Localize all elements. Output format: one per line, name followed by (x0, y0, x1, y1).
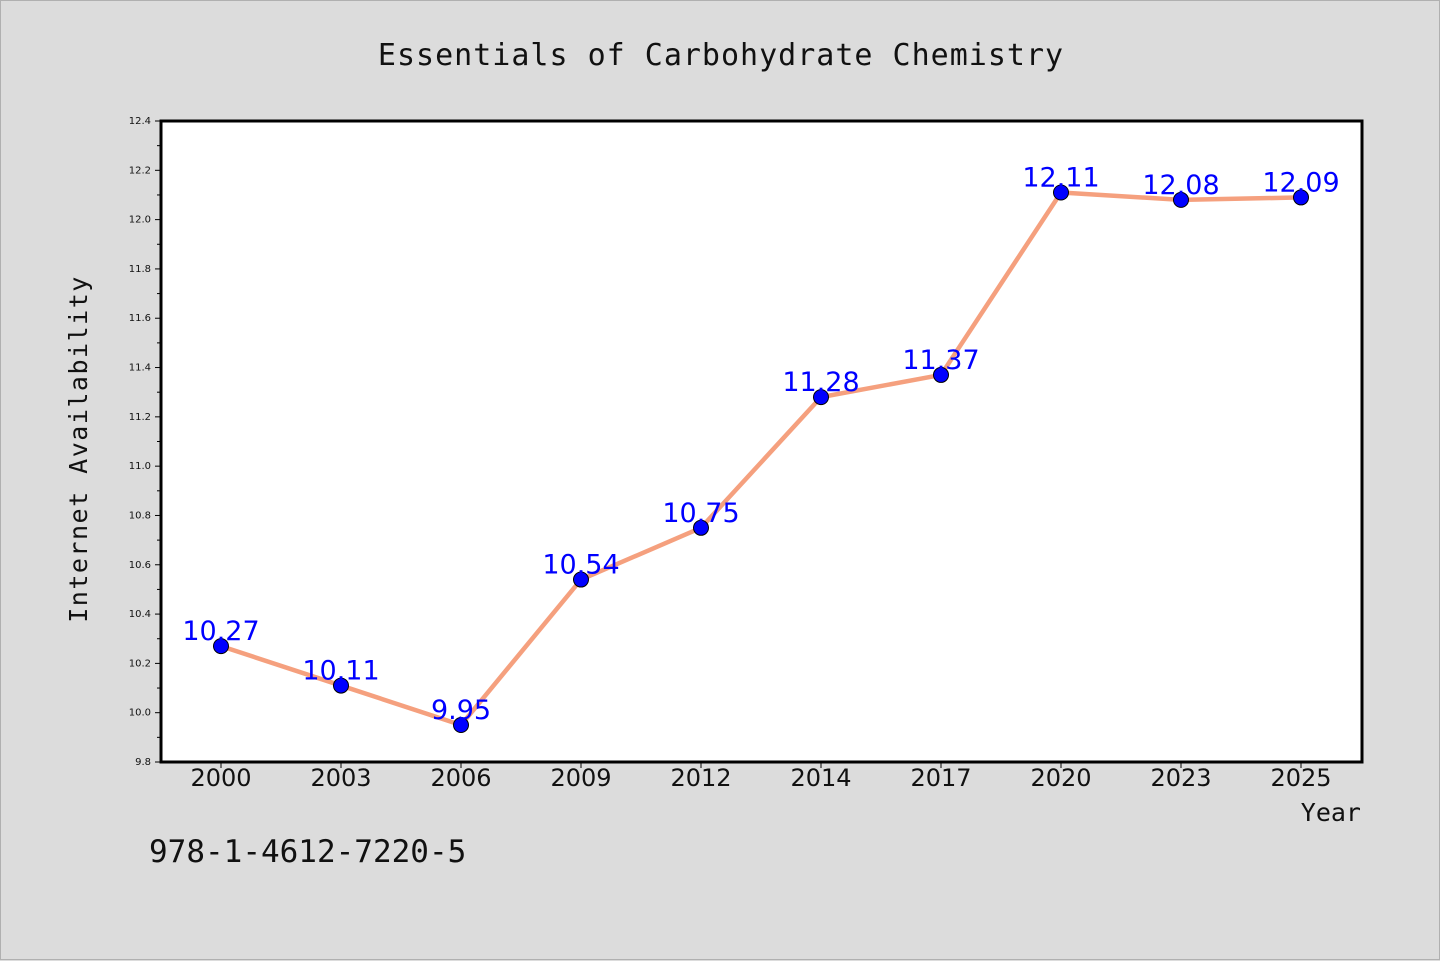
data-label: 12.08 (1142, 170, 1219, 201)
x-tick-label: 2020 (1030, 764, 1091, 792)
y-tick-label: 12.0 (129, 215, 151, 226)
y-axis: 9.8 10.0 10.2 10.4 10.6 10.8 11.0 11.2 11.4 11.6 1… (129, 116, 161, 768)
series-line-group (218, 190, 1304, 728)
data-point (213, 638, 229, 655)
y-tick-label: 11.6 (129, 313, 151, 324)
plot-area (159, 119, 1364, 764)
data-labels-group: 10.27 10.11 9.95 10.54 10.75 11.28 11.37 12.11 1… (182, 162, 1339, 726)
x-tick-label: 2023 (1150, 764, 1211, 792)
data-label: 12.11 (1022, 162, 1099, 193)
markers-group (213, 184, 1309, 734)
data-point (1053, 184, 1069, 201)
y-axis-label: Internet Availability (64, 275, 93, 623)
data-label: 10.27 (182, 616, 259, 647)
data-label: 11.37 (902, 345, 979, 376)
x-tick-label: 2000 (190, 764, 251, 792)
data-label: 9.95 (431, 695, 491, 726)
chart-title: Essentials of Carbohydrate Chemistry (378, 38, 1064, 73)
x-tick-label: 2012 (670, 764, 731, 792)
y-tick-label: 10.6 (129, 560, 151, 571)
data-point (933, 366, 949, 383)
y-tick-label: 12.2 (129, 165, 151, 176)
y-tick-label: 12.4 (129, 116, 151, 127)
series-line (218, 190, 1304, 728)
x-tick-label: 2003 (310, 764, 371, 792)
x-tick-label: 2014 (790, 764, 851, 792)
x-tick-label: 2006 (430, 764, 491, 792)
x-tick-label: 2009 (550, 764, 611, 792)
data-point (573, 571, 589, 588)
data-label: 11.28 (782, 367, 859, 398)
y-tick-label: 11.2 (129, 412, 151, 423)
y-tick-label: 11.8 (129, 264, 151, 275)
data-label: 12.09 (1262, 167, 1339, 198)
y-tick-label: 9.8 (135, 757, 151, 768)
data-point (1173, 191, 1189, 208)
y-tick-label: 10.4 (129, 609, 151, 620)
data-label: 10.11 (302, 656, 379, 687)
x-tick-label: 2025 (1270, 764, 1331, 792)
data-point (333, 677, 349, 694)
y-tick-label: 10.0 (129, 708, 151, 719)
y-tick-label: 11.0 (129, 461, 151, 472)
y-tick-label: 10.8 (129, 510, 151, 521)
x-tick-label: 2017 (910, 764, 971, 792)
data-label: 10.75 (662, 498, 739, 529)
isbn-text: 978-1-4612-7220-5 (149, 834, 467, 870)
x-axis-label: Year (1301, 798, 1361, 827)
data-point (813, 389, 829, 406)
data-point (453, 717, 469, 734)
y-tick-label: 10.2 (129, 658, 151, 669)
data-label: 10.54 (542, 550, 619, 581)
x-axis: 2000 2003 2006 2009 2012 2014 2017 2020 2023 2025 (190, 762, 1332, 792)
data-point (693, 519, 709, 536)
data-point (1293, 189, 1309, 206)
y-tick-label: 11.4 (129, 363, 151, 374)
